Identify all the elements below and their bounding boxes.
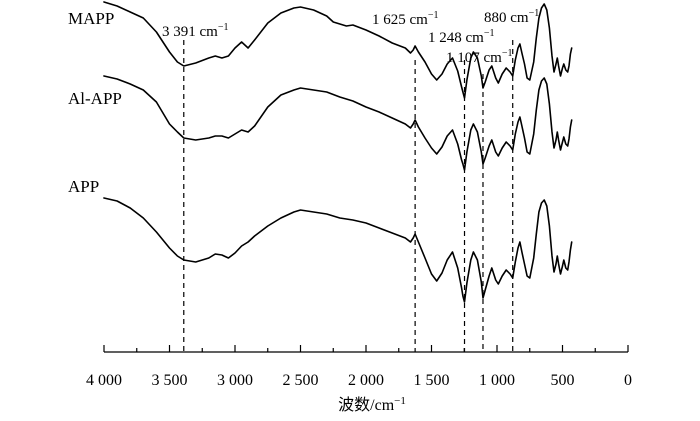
series-label-app: APP <box>68 177 99 196</box>
x-tick-label-1000: 1 000 <box>479 372 515 389</box>
annotation-1107: 1 107 cm−1 <box>446 48 512 66</box>
annotation-1625: 1 625 cm−1 <box>372 10 438 28</box>
x-tick-label-4000: 4 000 <box>86 372 122 389</box>
peak-annotations: 3 391 cm−1 1 625 cm−11 248 cm−1 1 107 cm−1… <box>162 8 539 66</box>
series-labels: MAPP Al-APP APP <box>68 9 122 196</box>
series-label-mapp: MAPP <box>68 9 114 28</box>
annotation-3391: 3 391 cm−1 <box>162 22 228 40</box>
spectra-curves <box>103 1 573 303</box>
x-tick-label-1500: 1 500 <box>414 372 450 389</box>
x-tick-label-0: 0 <box>624 372 632 389</box>
x-tick-label-3000: 3 000 <box>217 372 253 389</box>
x-axis-label-text: 波数/cm <box>338 396 395 414</box>
series-line-al-app <box>103 75 573 171</box>
x-tick-label-2500: 2 500 <box>283 372 319 389</box>
x-axis-label-sup: −1 <box>394 395 406 407</box>
x-axis: 4 000 3 500 3 000 2 500 2 000 1 500 1 000 500 0 <box>86 345 632 389</box>
annotation-880: 880 cm−1 <box>484 8 539 26</box>
x-axis-label: 波数/cm−1 <box>338 395 406 414</box>
x-tick-label-500: 500 <box>551 372 575 389</box>
annotation-1248: 1 248 cm−1 <box>428 28 494 46</box>
x-axis-ticks: 4 000 3 500 3 000 2 500 2 000 1 500 1 000 500 0 <box>86 345 632 389</box>
series-line-app <box>103 197 573 303</box>
x-tick-label-3500: 3 500 <box>152 372 188 389</box>
reference-lines <box>183 40 514 352</box>
series-line-mapp <box>103 1 573 99</box>
series-label-al-app: Al-APP <box>68 89 122 108</box>
x-tick-label-2000: 2 000 <box>348 372 384 389</box>
